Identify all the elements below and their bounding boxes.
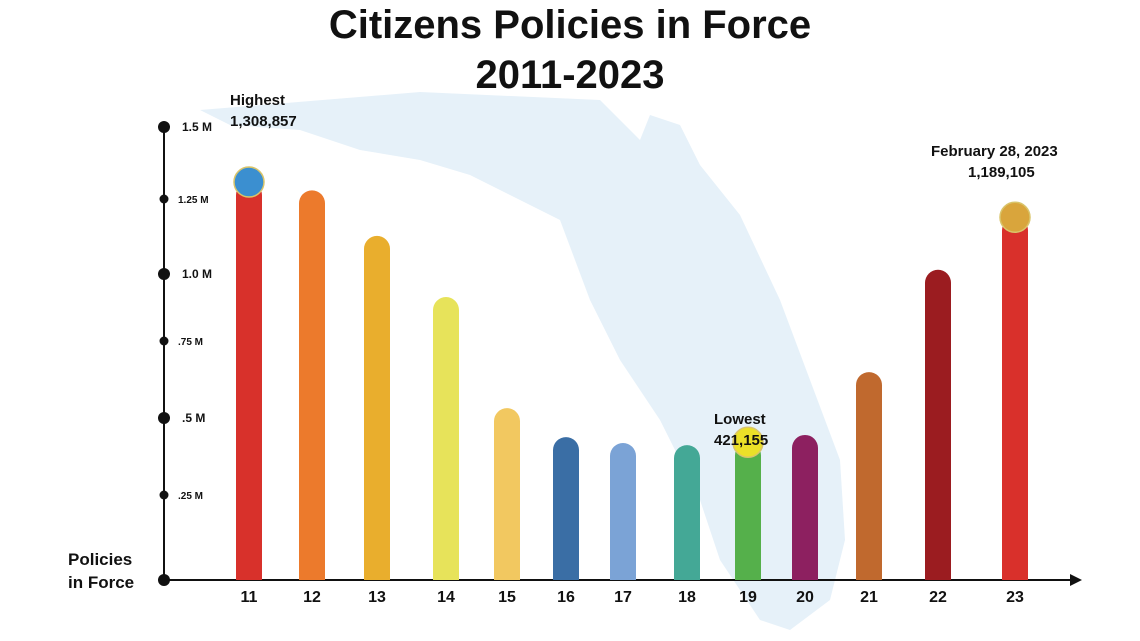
y-tick-label: 1.0 M bbox=[182, 267, 212, 281]
annotation-latest-value: 1,189,105 bbox=[968, 164, 1035, 181]
x-tick-label: 17 bbox=[614, 589, 632, 606]
annotation-lowest-value: 421,155 bbox=[714, 432, 769, 449]
chart-subtitle: 2011-2023 bbox=[475, 53, 665, 97]
bar-18 bbox=[674, 445, 701, 580]
bar-22 bbox=[925, 269, 951, 580]
bar-11 bbox=[236, 182, 262, 580]
bar-16 bbox=[553, 437, 579, 580]
y-tick-dot bbox=[158, 574, 170, 586]
x-tick-label: 14 bbox=[437, 589, 455, 606]
x-tick-label: 15 bbox=[498, 589, 516, 606]
florida-map-background bbox=[200, 92, 845, 630]
x-tick-label: 23 bbox=[1006, 589, 1024, 606]
chart-title: Citizens Policies in Force bbox=[328, 3, 812, 47]
y-tick-dot bbox=[159, 490, 169, 500]
marker-11 bbox=[233, 166, 265, 198]
y-tick-label: .25 M bbox=[178, 491, 203, 502]
bar-15 bbox=[494, 408, 520, 580]
y-tick-dot bbox=[159, 194, 169, 204]
x-tick-label: 11 bbox=[241, 589, 258, 606]
y-tick-dot bbox=[158, 121, 170, 133]
annotation-lowest-label: Lowest bbox=[714, 411, 766, 428]
bar-23 bbox=[1002, 217, 1028, 580]
x-tick-label: 20 bbox=[796, 589, 814, 606]
annotation-highest-value: 1,308,857 bbox=[230, 113, 297, 130]
x-tick-label: 22 bbox=[929, 589, 947, 606]
x-tick-label: 18 bbox=[678, 589, 696, 606]
bar-13 bbox=[364, 235, 390, 580]
y-tick-label: .5 M bbox=[182, 411, 205, 425]
y-tick-label: 1.5 M bbox=[182, 120, 212, 134]
y-tick-dot bbox=[159, 336, 169, 346]
y-tick-dot bbox=[158, 412, 170, 424]
bar-19 bbox=[735, 442, 761, 580]
bar-17 bbox=[610, 442, 636, 580]
x-tick-label: 13 bbox=[368, 589, 386, 606]
y-tick-dot bbox=[158, 268, 170, 280]
x-tick-label: 12 bbox=[303, 589, 321, 606]
y-tick-label: .75 M bbox=[178, 337, 203, 348]
ylabel: Policies in Force bbox=[68, 550, 135, 592]
marker-23 bbox=[999, 201, 1031, 234]
bar-20 bbox=[792, 434, 818, 580]
x-tick-label: 21 bbox=[860, 589, 878, 606]
x-tick-label: 19 bbox=[739, 589, 757, 606]
bar-12 bbox=[299, 190, 325, 580]
y-tick-label: 1.25 M bbox=[178, 195, 209, 206]
bar-21 bbox=[856, 372, 882, 580]
bar-14 bbox=[433, 297, 459, 580]
annotation-highest-label: Highest bbox=[230, 92, 286, 109]
x-axis-arrow bbox=[1070, 574, 1082, 586]
marker-19 bbox=[732, 426, 764, 459]
x-tick-label: 16 bbox=[557, 589, 575, 606]
annotation-latest-label: February 28, 2023 bbox=[931, 143, 1058, 160]
